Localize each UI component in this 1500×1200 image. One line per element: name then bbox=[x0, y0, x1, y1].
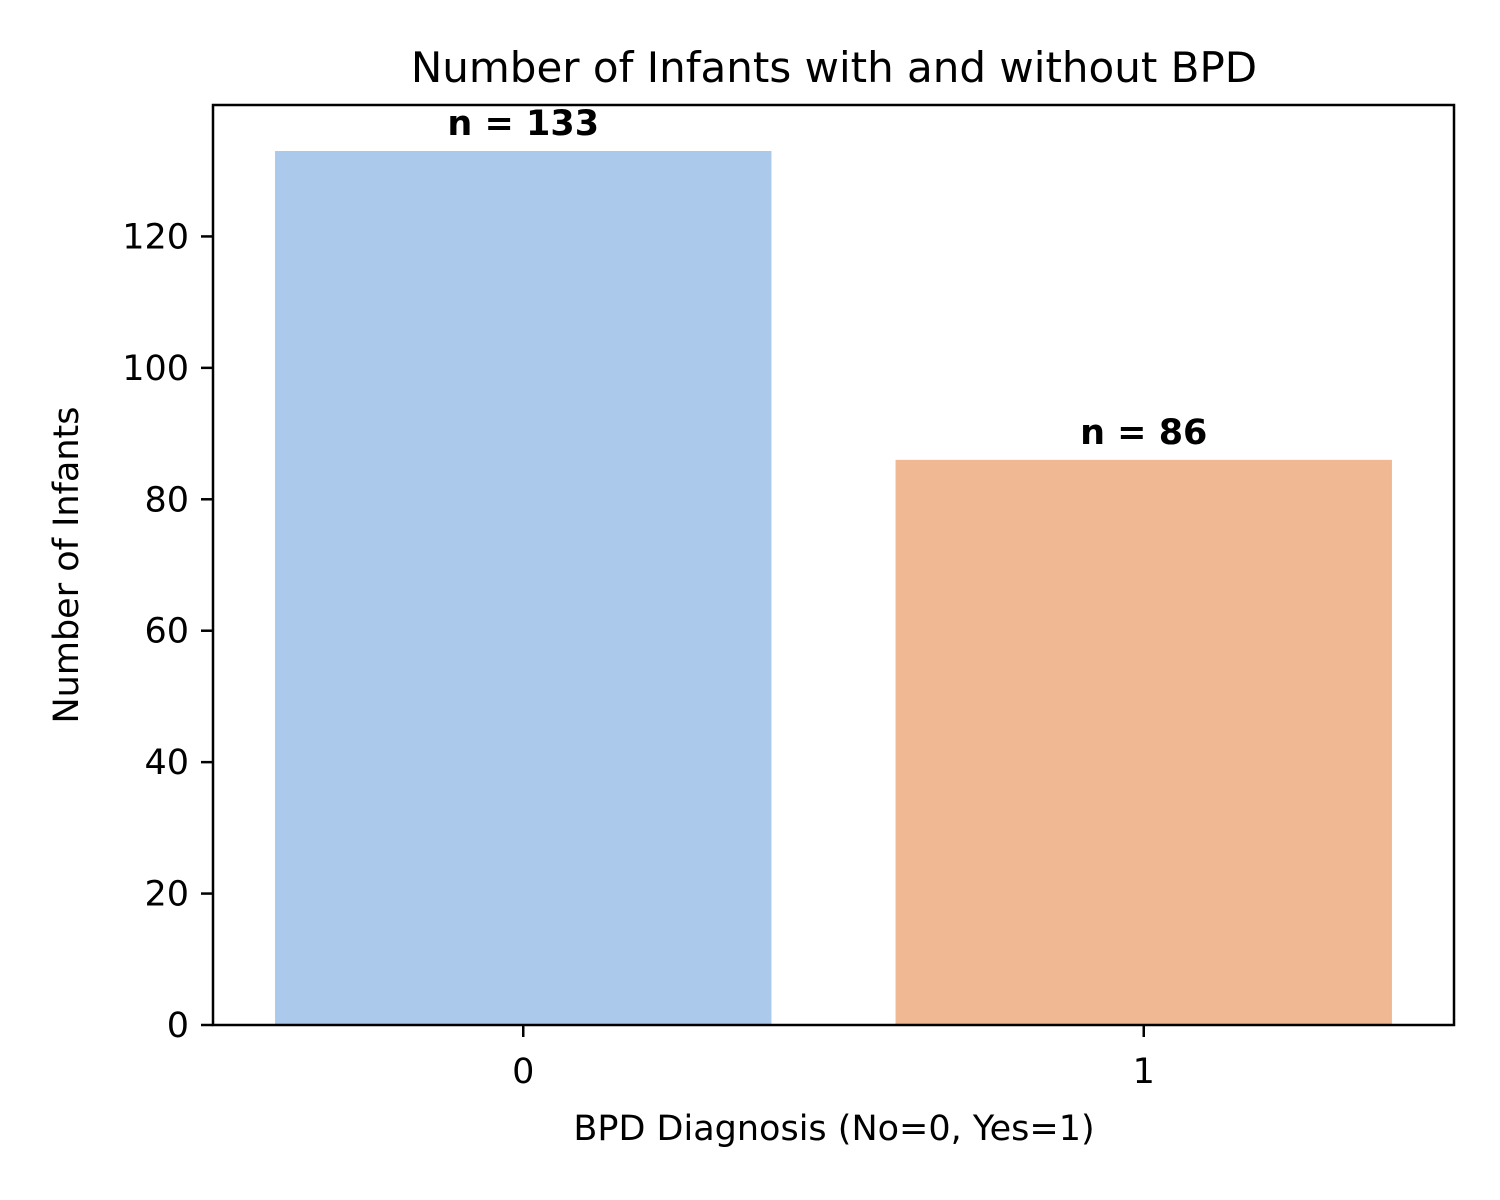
y-axis-label: Number of Infants bbox=[47, 407, 87, 724]
y-tick-label-20: 20 bbox=[144, 875, 189, 915]
y-tick-label-60: 60 bbox=[144, 612, 189, 652]
bars-group bbox=[275, 151, 1392, 1025]
chart-title: Number of Infants with and without BPD bbox=[411, 43, 1257, 92]
x-axis-label: BPD Diagnosis (No=0, Yes=1) bbox=[573, 1109, 1094, 1149]
x-tick-label-0: 0 bbox=[512, 1052, 534, 1092]
x-tick-label-1: 1 bbox=[1133, 1052, 1155, 1092]
plot-frame bbox=[211, 103, 1456, 1027]
bar-0 bbox=[275, 151, 772, 1025]
data-label-1: n = 86 bbox=[1080, 413, 1207, 453]
y-tick-label-80: 80 bbox=[144, 480, 189, 520]
y-tick-label-120: 120 bbox=[122, 217, 189, 257]
bar-1 bbox=[895, 459, 1392, 1025]
y-tick-label-40: 40 bbox=[144, 743, 189, 783]
data-label-0: n = 133 bbox=[447, 104, 599, 144]
y-axis-ticks: 0 20 40 60 80 100 120 bbox=[122, 217, 213, 1046]
y-tick-label-0: 0 bbox=[167, 1006, 189, 1046]
data-labels-group: n = 133 n = 86 bbox=[447, 104, 1207, 453]
y-tick-label-100: 100 bbox=[122, 349, 189, 389]
